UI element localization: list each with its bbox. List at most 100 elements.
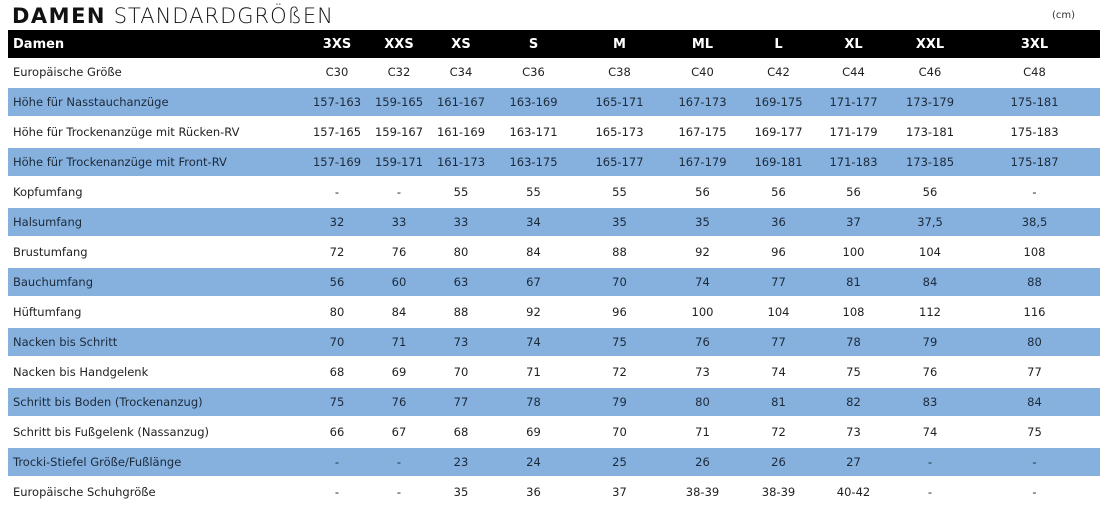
cell-value: 116 — [1023, 305, 1046, 319]
table-row: Schritt bis Fußgelenk (Nassanzug) 66 67 68 6… — [8, 417, 1100, 447]
table-row: Höhe für Nasstauchanzüge 157-163 159-165 16… — [8, 86, 1100, 118]
cell-value: 167-173 — [664, 86, 741, 118]
cell-value: 84 — [969, 386, 1100, 418]
cell-value: 81 — [741, 386, 816, 418]
table-row: Nacken bis Schritt 70 71 73 74 75 76 77 78 79 80 — [8, 326, 1100, 358]
cell-value: 35 — [664, 206, 741, 238]
header-size: ML — [664, 30, 741, 58]
cell-value: 26 — [664, 446, 741, 478]
header-label: Damen — [8, 30, 306, 58]
cell-value: 159-171 — [368, 146, 430, 178]
cell-value: - — [334, 185, 340, 199]
cell-value: 68 — [329, 365, 345, 379]
cell-value: 73 — [430, 326, 492, 358]
title-light: STANDARDGRÖßEN — [113, 4, 334, 28]
cell-value: 35 — [453, 485, 469, 499]
cell-value: 77 — [741, 326, 816, 358]
table-row: Höhe für Trockenanzüge mit Front-RV 157-1… — [8, 146, 1100, 178]
cell-value: 35 — [575, 206, 664, 238]
cell-value: 33 — [430, 206, 492, 238]
cell-value: 173-179 — [891, 86, 969, 118]
header-size: XL — [816, 30, 891, 58]
row-label: Schritt bis Fußgelenk (Nassanzug) — [13, 425, 209, 439]
cell-value: 159-167 — [374, 125, 424, 139]
cell-value: C40 — [691, 65, 714, 79]
cell-value: 161-169 — [436, 125, 486, 139]
table-row: Europäische Schuhgröße - - 35 36 37 38-39 38-39… — [8, 477, 1100, 506]
cell-value: 76 — [368, 386, 430, 418]
cell-value: C38 — [608, 65, 631, 79]
cell-value: 76 — [391, 245, 407, 259]
cell-value: 77 — [1027, 365, 1042, 379]
row-label: Europäische Schuhgröße — [13, 485, 156, 499]
cell-value: 56 — [695, 185, 710, 199]
row-label: Nacken bis Handgelenk — [13, 365, 149, 379]
cell-value: 165-171 — [575, 86, 664, 118]
cell-value: 56 — [306, 266, 368, 298]
cell-value: 70 — [453, 365, 469, 379]
header-size: XXS — [368, 30, 430, 58]
cell-value: 112 — [919, 305, 941, 319]
cell-value: 96 — [771, 245, 786, 259]
cell-value: 25 — [575, 446, 664, 478]
header-row: Damen 3XS XXS XS S M ML L XL XXL 3XL — [8, 30, 1100, 58]
cell-value: 71 — [368, 326, 430, 358]
row-label: Höhe für Trockenanzüge mit Rücken-RV — [13, 125, 240, 139]
cell-value: 67 — [391, 425, 407, 439]
cell-value: 77 — [430, 386, 492, 418]
cell-value: 56 — [771, 185, 786, 199]
cell-value: 161-173 — [430, 146, 492, 178]
cell-value: 37 — [612, 485, 627, 499]
cell-value: 78 — [492, 386, 575, 418]
cell-value: 69 — [391, 365, 407, 379]
row-label: Kopfumfang — [13, 185, 83, 199]
cell-value: 74 — [664, 266, 741, 298]
cell-value: 73 — [846, 425, 861, 439]
cell-value: 72 — [329, 245, 345, 259]
cell-value: 79 — [575, 386, 664, 418]
cell-value: C42 — [767, 65, 790, 79]
cell-value: 71 — [695, 425, 710, 439]
table-row: Kopfumfang - - 55 55 55 56 56 56 56 - — [8, 177, 1100, 207]
cell-value: 23 — [430, 446, 492, 478]
table-row: Brustumfang 72 76 80 84 88 92 96 100 104 108 — [8, 237, 1100, 267]
cell-value: 92 — [695, 245, 710, 259]
cell-value: 75 — [306, 386, 368, 418]
cell-value: 108 — [1023, 245, 1046, 259]
cell-value: 167-179 — [664, 146, 741, 178]
table-row: Nacken bis Handgelenk 68 69 70 71 72 73 74 75 76 7… — [8, 357, 1100, 387]
cell-value: 104 — [919, 245, 941, 259]
cell-value: 80 — [969, 326, 1100, 358]
cell-value: 69 — [526, 425, 541, 439]
cell-value: 71 — [526, 365, 541, 379]
cell-value: 36 — [526, 485, 541, 499]
row-label: Halsumfang — [8, 206, 306, 238]
cell-value: 84 — [391, 305, 407, 319]
row-label: Schritt bis Boden (Trockenanzug) — [8, 386, 306, 418]
row-label: Trocki-Stiefel Größe/Fußlänge — [8, 446, 306, 478]
cell-value: 104 — [767, 305, 790, 319]
cell-value: 75 — [1027, 425, 1042, 439]
cell-value: 36 — [741, 206, 816, 238]
cell-value: - — [306, 446, 368, 478]
table-row: Halsumfang 32 33 33 34 35 35 36 37 37,5 38,5 — [8, 206, 1100, 238]
cell-value: C30 — [325, 65, 349, 79]
cell-value: 78 — [816, 326, 891, 358]
cell-value: C36 — [522, 65, 545, 79]
cell-value: 70 — [612, 425, 627, 439]
cell-value: 72 — [771, 425, 786, 439]
cell-value: 96 — [612, 305, 627, 319]
cell-value: 75 — [846, 365, 861, 379]
title-bold: DAMEN — [12, 4, 107, 28]
table-row: Trocki-Stiefel Größe/Fußlänge - -23 24 25 26 2… — [8, 446, 1100, 478]
cell-value: 161-167 — [430, 86, 492, 118]
row-label: Bauchumfang — [8, 266, 306, 298]
cell-value: 27 — [816, 446, 891, 478]
cell-value: 38-39 — [685, 485, 720, 499]
header-size: XXL — [891, 30, 969, 58]
table-row: Höhe für Trockenanzüge mit Rücken-RV 157-… — [8, 117, 1100, 147]
cell-value: 77 — [741, 266, 816, 298]
cell-value: 37,5 — [891, 206, 969, 238]
cell-value: C34 — [449, 65, 473, 79]
row-label: Nacken bis Schritt — [8, 326, 306, 358]
